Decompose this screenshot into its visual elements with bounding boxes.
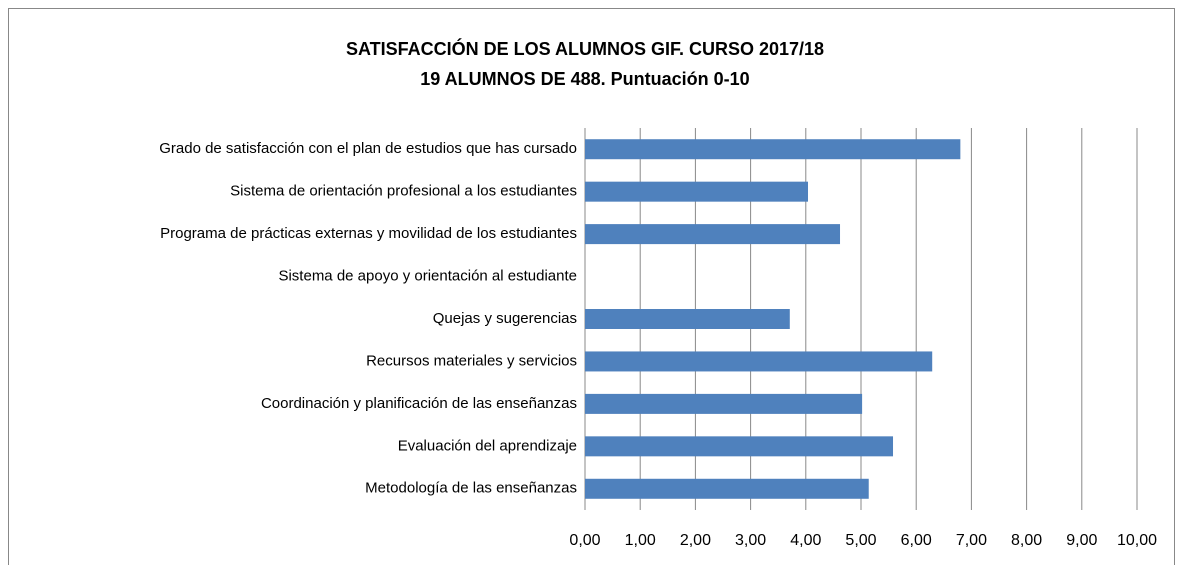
bar bbox=[585, 393, 863, 414]
y-tick-label: Metodología de las enseñanzas bbox=[365, 480, 577, 497]
x-tick-label: 7,00 bbox=[956, 532, 987, 549]
chart-subtitle: 19 ALUMNOS DE 488. Puntuación 0-10 bbox=[420, 69, 749, 89]
bar bbox=[585, 139, 961, 160]
chart-title: SATISFACCIÓN DE LOS ALUMNOS GIF. CURSO 2… bbox=[346, 38, 824, 59]
x-tick-label: 5,00 bbox=[845, 532, 876, 549]
chart-border bbox=[8, 8, 1175, 565]
bar bbox=[585, 436, 894, 457]
y-tick-label: Sistema de apoyo y orientación al estudi… bbox=[278, 268, 577, 285]
x-tick-label: 8,00 bbox=[1011, 532, 1042, 549]
x-tick-label: 6,00 bbox=[901, 532, 932, 549]
bar bbox=[585, 224, 841, 245]
x-tick-label: 3,00 bbox=[735, 532, 766, 549]
y-tick-label: Programa de prácticas externas y movilid… bbox=[160, 225, 577, 242]
x-tick-label: 9,00 bbox=[1066, 532, 1097, 549]
x-tick-label: 4,00 bbox=[790, 532, 821, 549]
x-tick-label: 10,00 bbox=[1117, 532, 1157, 549]
y-tick-label: Evaluación del aprendizaje bbox=[398, 437, 577, 454]
x-tick-label: 2,00 bbox=[680, 532, 711, 549]
y-tick-label: Coordinación y planificación de las ense… bbox=[261, 395, 577, 412]
bar bbox=[585, 309, 790, 329]
bar bbox=[585, 478, 869, 499]
y-tick-label: Quejas y sugerencias bbox=[433, 310, 577, 327]
y-tick-label: Sistema de orientación profesional a los… bbox=[230, 183, 577, 200]
y-tick-label: Grado de satisfacción con el plan de est… bbox=[159, 140, 577, 157]
x-tick-label: 1,00 bbox=[625, 532, 656, 549]
bar bbox=[585, 351, 933, 372]
bar bbox=[585, 181, 809, 202]
x-tick-label: 0,00 bbox=[569, 532, 600, 549]
y-tick-label: Recursos materiales y servicios bbox=[366, 352, 577, 369]
